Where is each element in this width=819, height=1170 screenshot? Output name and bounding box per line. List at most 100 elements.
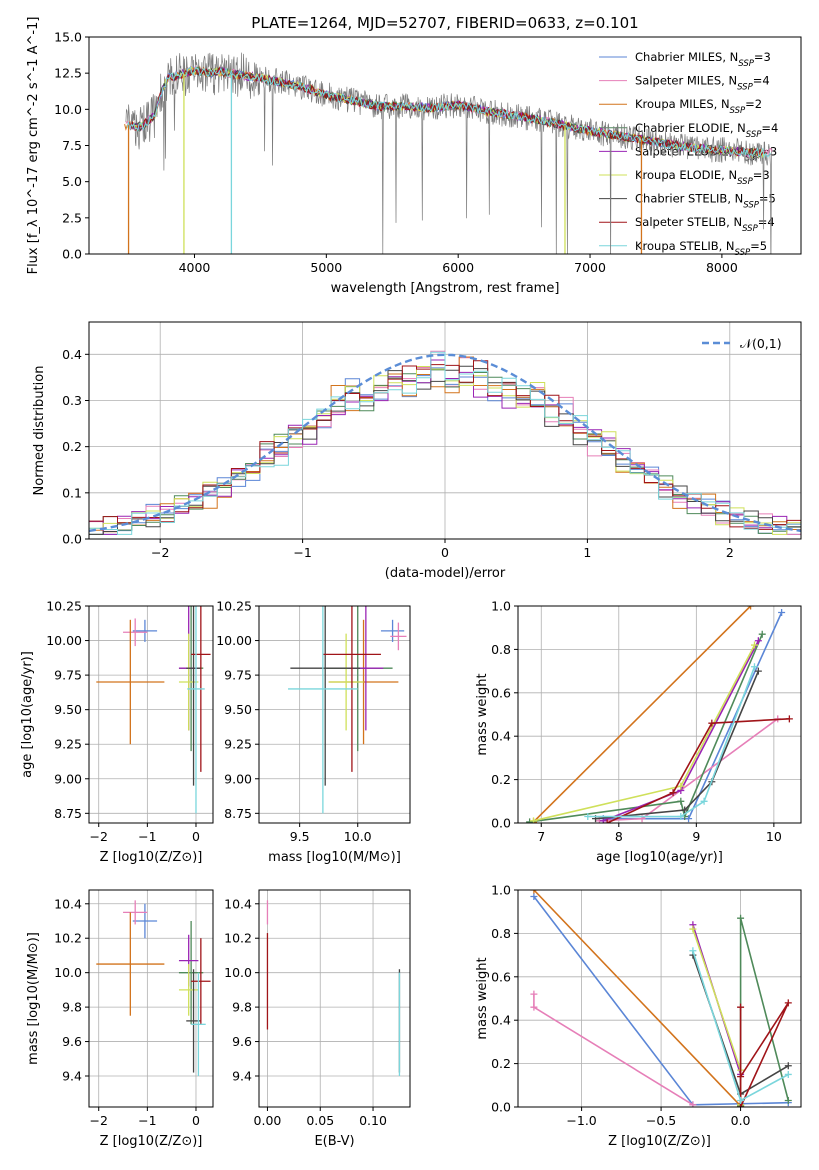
mass-weight-marker: [750, 663, 758, 671]
mass_vs_EBV-y-tick-label: 10.2: [224, 931, 252, 946]
errorbar-point: [96, 912, 165, 1016]
mass_vs_Z-frame: [88, 889, 214, 1108]
mass_vs_Z-y-tick-label: 9.8: [62, 1000, 82, 1015]
errorbar-point: [191, 938, 211, 1025]
mass-weight-marker: [784, 1070, 792, 1078]
age_vs_Z-y-tick-label: 10.25: [46, 599, 82, 614]
errorbar-point: [288, 606, 358, 814]
age_vs_mass-y-tick-label: 10.00: [216, 633, 252, 648]
mass-weight-marker: [677, 812, 685, 820]
spectrum-series-group: [124, 52, 773, 254]
weight_vs_Z-series-group: [530, 890, 792, 1107]
mass-weight-marker: [530, 817, 538, 823]
residuals-panel: −2 −1 0 1 2 0.0 0.1 0.2 0.3 0.4 (data-model)/error…: [32, 321, 802, 581]
weight_vs_age-y-tick-label: 0.6: [491, 685, 511, 700]
spectrum-panel: 4000 5000 6000 7000 8000 0.0 2.5 5.0 7.5 10.0 12.5…: [26, 17, 802, 296]
weight_vs_age-y-tick-label: 0.4: [491, 729, 511, 744]
spectrum-title: PLATE=1264, MJD=52707, FIBERID=0633, z=0…: [251, 14, 638, 32]
spectrum-y-tick-label: 0.0: [62, 247, 82, 262]
spectrum-y-tick-label: 7.5: [62, 138, 82, 153]
mass-weight-marker: [669, 789, 677, 797]
mass-weight-marker: [758, 630, 766, 638]
mass-weight-line: [739, 1002, 790, 1107]
errorbar-point: [191, 606, 211, 772]
weight_vs_age-y-tick-label: 0.2: [491, 772, 511, 787]
errorbar-point: [290, 606, 361, 786]
residuals-y-tick-label: 0.0: [62, 532, 82, 547]
mass-weight-marker: [677, 797, 685, 805]
mass-weight-marker: [689, 1101, 697, 1107]
mass-weight-marker: [754, 637, 762, 645]
mass-weight-marker: [784, 1062, 792, 1070]
mass_vs_EBV-x-tick-label: 0.05: [306, 1113, 334, 1128]
mass_vs_EBV-y-tick-label: 10.0: [224, 965, 252, 980]
legend-label: Kroupa MILES, NSSP=2: [635, 97, 762, 116]
weight_vs_Z-y-tick-label: 0.0: [491, 1100, 511, 1115]
mass_vs_Z-y-tick-label: 10.2: [54, 931, 82, 946]
mass_vs_Z-y-tick-label: 9.6: [62, 1034, 82, 1049]
mass-weight-line: [606, 718, 790, 823]
mass-weight-line: [529, 633, 763, 823]
mass-weight-marker: [526, 818, 534, 823]
mass-weight-marker: [747, 606, 755, 610]
age_vs_mass-y-tick-label: 9.75: [224, 668, 252, 683]
mass_vs_EBV-x-tick-label: 0.00: [254, 1113, 282, 1128]
mass_vs_EBV-panel: 0.00 0.05 0.10 9.4 9.6 9.8 10.0 10.2 10.4 E(B-V): [224, 889, 411, 1149]
errorbar-point: [178, 921, 204, 1025]
mass_vs_Z-plot-area: [89, 890, 213, 1107]
mass_vs_Z-series-group: [96, 900, 211, 1076]
weight_vs_Z-y-axis-label: mass weight: [475, 957, 490, 1039]
spectrum-y-tick-label: 15.0: [54, 30, 82, 45]
mass-weight-marker: [784, 1096, 792, 1104]
spectrum-y-tick-label: 2.5: [62, 210, 82, 225]
mass-weight-marker: [689, 947, 697, 955]
legend-label: Kroupa ELODIE, NSSP=3: [635, 168, 770, 187]
age_vs_mass-y-tick-label: 8.75: [224, 806, 252, 821]
spectrum-y-axis-label: Flux [f_λ 10^-17 erg cm^-2 s^-1 A^-1]: [26, 17, 41, 275]
residuals-y-tick-label: 0.1: [62, 485, 82, 500]
age_vs_Z-y-tick-label: 9.25: [54, 737, 82, 752]
age_vs_Z-x-axis-label: Z [log10(Z/Z⊙)]: [100, 850, 203, 865]
age_vs_Z-x-tick-label: 0: [192, 829, 200, 844]
weight_vs_age-y-axis-label: mass weight: [475, 673, 490, 755]
weight_vs_Z-x-tick-label: −1.0: [566, 1113, 596, 1128]
residuals-y-tick-label: 0.3: [62, 393, 82, 408]
mass-weight-marker: [685, 815, 693, 823]
spectrum-model-line: [126, 66, 771, 159]
mass_vs_Z-x-tick-label: 0: [192, 1113, 200, 1128]
weight_vs_Z-x-tick-label: −0.5: [646, 1113, 676, 1128]
mass-weight-marker: [677, 782, 685, 790]
spectrum-x-tick-label: 5000: [310, 260, 342, 275]
errorbar-point: [123, 618, 148, 647]
age_vs_Z-y-tick-label: 9.50: [54, 702, 82, 717]
mass-weight-marker: [584, 812, 592, 820]
residuals-x-tick-label: 1: [583, 545, 591, 560]
spectrum-x-tick-label: 6000: [442, 260, 474, 275]
weight_vs_Z-y-tick-label: 1.0: [491, 883, 511, 898]
mass-weight-marker: [530, 893, 538, 901]
mass-weight-line: [533, 890, 742, 1107]
mass_vs_EBV-y-tick-label: 9.8: [232, 1000, 252, 1015]
residuals-y-tick-label: 0.2: [62, 439, 82, 454]
mass-weight-marker: [754, 667, 762, 675]
mass-weight-marker: [737, 1073, 745, 1081]
errorbar-point: [390, 622, 407, 651]
age_vs_mass-plot-area: [259, 605, 410, 823]
mass_vs_Z-panel: −2 −1 0 9.4 9.6 9.8 10.0 10.2 10.4 Z [log10(Z/Z⊙)…: [26, 889, 214, 1149]
spectrum-x-tick-label: 7000: [574, 260, 606, 275]
mass-weight-marker: [785, 715, 793, 723]
age_vs_Z-y-tick-label: 8.75: [54, 806, 82, 821]
age_vs_mass-y-tick-label: 9.00: [224, 771, 252, 786]
residuals-x-tick-label: 2: [726, 545, 734, 560]
weight_vs_age-y-tick-label: 0.8: [491, 642, 511, 657]
age_vs_mass-y-tick-label: 9.25: [224, 737, 252, 752]
age_vs_Z-series-group: [96, 606, 211, 814]
residuals-y-tick-label: 0.4: [62, 347, 82, 362]
errorbar-point: [187, 606, 205, 814]
weight_vs_age-x-tick-label: 9: [692, 829, 700, 844]
mass-weight-marker: [750, 641, 758, 649]
age_vs_Z-x-tick-label: −1: [138, 829, 156, 844]
age_vs_Z-panel: −2 −1 0 8.75 9.00 9.25 9.50 9.75 10.00 10.25 Z [lo…: [20, 599, 214, 865]
mass-weight-marker: [700, 797, 708, 805]
